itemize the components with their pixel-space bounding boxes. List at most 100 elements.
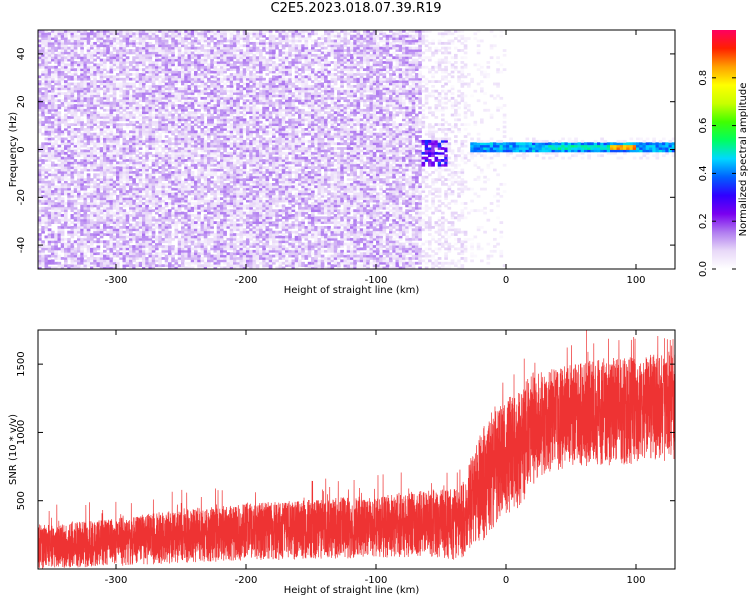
spectrogram-cell [151, 142, 156, 146]
spectrogram-cell [142, 225, 146, 229]
spectrogram-cell [216, 192, 221, 196]
spectrogram-cell [216, 228, 221, 232]
spectrogram-cell [54, 58, 58, 62]
spectrogram-cell [57, 151, 62, 155]
spectrogram-cell [184, 230, 188, 234]
spectrogram-cell [86, 84, 91, 88]
spectrogram-cell [197, 173, 201, 177]
spectrogram-cell [155, 204, 159, 208]
spectrogram-cell [148, 182, 153, 186]
spectrogram-cell [168, 209, 172, 213]
spectrogram-cell [106, 89, 110, 93]
spectrogram-cell [161, 87, 166, 91]
spectrogram-cell [41, 92, 45, 95]
spectrogram-cell [194, 116, 198, 119]
spectrogram-cell [148, 80, 153, 83]
spectrogram-cell [112, 58, 117, 62]
spectrogram-cell [54, 202, 58, 205]
spectrogram-cell [229, 171, 234, 174]
spectrogram-cell [38, 202, 42, 205]
spectrogram-cell [103, 216, 107, 220]
spectrogram-cell [122, 46, 127, 50]
spectrogram-cell [77, 130, 81, 134]
spectrogram-cell [138, 137, 143, 141]
spectrogram-cell [103, 41, 107, 45]
spectrogram-cell [158, 87, 162, 91]
spectrogram-cell [197, 101, 201, 105]
spectrogram-cell [83, 135, 88, 138]
spectrogram-cell [90, 147, 94, 150]
spectrogram-cell [177, 53, 182, 57]
spectrogram-cell [161, 94, 166, 98]
spectrogram-cell [44, 259, 49, 263]
spectrogram-cell [73, 135, 78, 138]
spectrogram-cell [200, 149, 205, 153]
spectrogram-cell [203, 58, 208, 62]
spectrogram-cell [223, 261, 227, 265]
spectrogram-cell [207, 223, 211, 227]
spectrogram-cell [132, 190, 136, 193]
spectrogram-cell [229, 221, 234, 224]
spectrogram-cell [129, 68, 133, 72]
spectrogram-cell [103, 147, 107, 150]
spectrogram-cell [119, 135, 123, 138]
spectrogram-cell [96, 206, 101, 210]
spectrogram-cell [145, 75, 149, 79]
spectrogram-cell [129, 139, 133, 143]
spectrogram-cell [93, 228, 97, 232]
spectrogram-cell [122, 82, 127, 86]
spectrogram-cell [60, 46, 65, 50]
spectrogram-cell [197, 137, 201, 141]
spectrogram-cell [51, 185, 55, 189]
spectrogram-cell [83, 56, 88, 60]
spectrogram-cell [64, 175, 68, 179]
spectrogram-cell [233, 266, 237, 269]
spectrogram-cell [122, 70, 127, 74]
spectrogram-cell [90, 233, 94, 236]
spectrogram-cell [57, 237, 62, 241]
spectrogram-cell [67, 237, 71, 241]
spectrogram-cell [77, 166, 81, 170]
spectrogram-cell [210, 56, 214, 60]
spectrogram-cell [181, 233, 185, 236]
spectrogram-cell [203, 56, 208, 60]
spectrogram-cell [164, 147, 169, 150]
spectrogram-cell [129, 247, 133, 251]
spectrogram-cell [135, 185, 140, 189]
spectrogram-cell [171, 63, 175, 67]
spectrogram-cell [47, 142, 52, 146]
spectrogram-cell [119, 104, 123, 107]
spectrogram-cell [151, 99, 156, 103]
spectrogram-cell [190, 94, 195, 98]
spectrogram-cell [207, 118, 211, 122]
spectrogram-cell [210, 113, 214, 117]
spectrogram-cell [86, 173, 91, 177]
spectrogram-cell [200, 80, 205, 83]
spectrogram-cell [171, 214, 175, 217]
spectrogram-cell [171, 264, 175, 268]
spectrogram-cell [70, 65, 75, 69]
spectrogram-cell [70, 249, 75, 253]
spectrogram-cell [122, 49, 127, 52]
spectrogram-cell [38, 221, 42, 224]
spectrogram-cell [106, 108, 110, 112]
spectrogram-cell [197, 199, 201, 203]
spectrogram-cell [142, 194, 146, 198]
spectrogram-cell [90, 161, 94, 165]
spectrogram-cell [194, 187, 198, 191]
spectrogram-cell [106, 240, 110, 244]
spectrogram-cell [171, 173, 175, 177]
spectrogram-cell [77, 223, 81, 227]
spectrogram-cell [86, 159, 91, 162]
spectrogram-cell [122, 247, 127, 251]
spectrogram-cell [203, 61, 208, 64]
spectrogram-cell [90, 139, 94, 143]
spectrogram-cell [164, 44, 169, 48]
spectrogram-cell [216, 259, 221, 263]
spectrogram-cell [44, 214, 49, 217]
spectrogram-cell [210, 106, 214, 110]
spectrogram-cell [112, 144, 117, 148]
spectrogram-cell [116, 151, 120, 155]
spectrogram-cell [203, 237, 208, 241]
spectrogram-cell [184, 245, 188, 248]
